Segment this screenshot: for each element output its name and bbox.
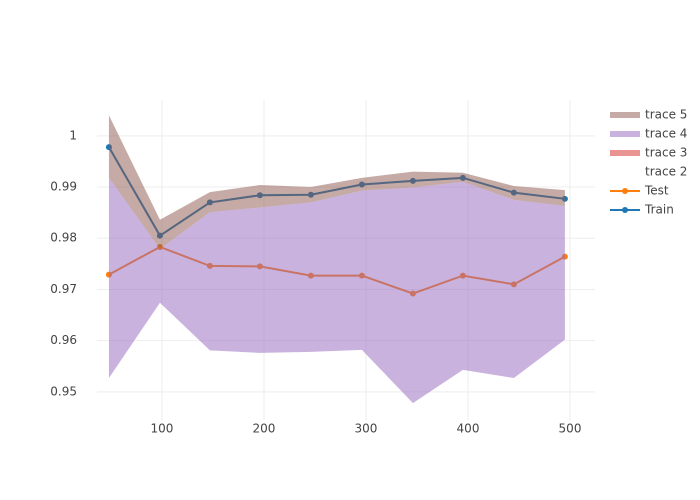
band <box>108 177 565 404</box>
y-tick-label: 0.97 <box>50 282 77 296</box>
legend-label: Test <box>644 184 669 198</box>
x-tick-label: 500 <box>559 422 582 436</box>
legend-label: trace 2 <box>645 165 687 179</box>
x-tick-label: 400 <box>457 422 480 436</box>
legend-marker <box>622 207 628 213</box>
y-tick-label: 0.99 <box>50 180 77 194</box>
legend-marker <box>622 188 628 194</box>
y-tick-label: 0.95 <box>50 384 77 398</box>
legend-label: trace 4 <box>645 127 687 141</box>
x-tick-label: 100 <box>151 422 174 436</box>
y-tick-label: 0.98 <box>50 231 77 245</box>
legend-label: Train <box>644 203 674 217</box>
band <box>108 115 565 249</box>
legend-label: trace 3 <box>645 146 687 160</box>
x-tick-label: 300 <box>355 422 378 436</box>
legend-label: trace 5 <box>645 108 687 122</box>
x-tick-label: 200 <box>253 422 276 436</box>
y-tick-label: 0.96 <box>50 333 77 347</box>
y-tick-label: 1 <box>69 128 77 142</box>
